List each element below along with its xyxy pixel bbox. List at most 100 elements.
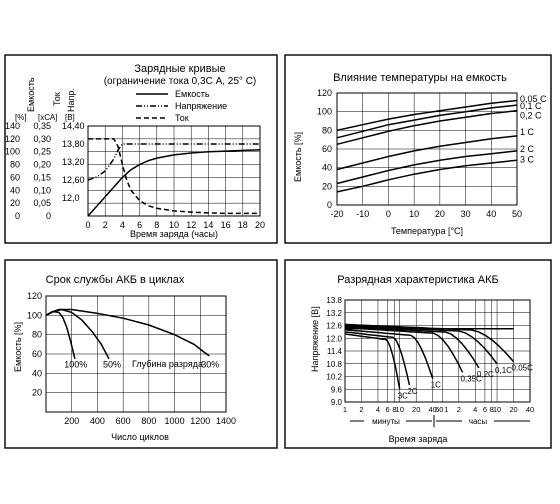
temperature-xtick-4: 20 <box>435 209 445 219</box>
discharge-title: Разрядная характеристика АКБ <box>337 274 498 286</box>
temperature-ytick-5: 20 <box>322 181 332 191</box>
discharge-ytick-7: 9.6 <box>331 385 343 394</box>
cycles-ytick-4: 40 <box>32 368 42 378</box>
charge-ytick-current-7: 0 <box>46 211 51 221</box>
charge-xtick-4: 8 <box>154 220 159 230</box>
discharge-ytick-0: 13.8 <box>326 296 342 305</box>
discharge-xtick-15: 20 <box>509 405 517 414</box>
charge-unit-current: [хСА] <box>38 113 57 122</box>
legend-label-capacity: Емкость <box>175 89 210 99</box>
legend-label-current: Ток <box>175 113 189 123</box>
temperature-series-2 <box>336 109 518 146</box>
discharge-series-label-3: 0,35С <box>460 374 482 383</box>
cycles-xtick-0: 200 <box>64 416 79 426</box>
temperature-series-5 <box>336 159 518 193</box>
cycles-annotation: Глубина разряда <box>132 359 203 369</box>
temperature-xtick-3: 10 <box>409 209 419 219</box>
temperature-ytick-1: 100 <box>317 107 332 117</box>
temperature-xlabel: Температура [°С] <box>391 226 463 236</box>
discharge-xtick-13: 8 <box>490 405 494 414</box>
charge-ylabel-current: Ток <box>52 92 62 106</box>
charge-ytick-capacity-0: 140 <box>5 121 20 131</box>
discharge-series-label-0: 3С <box>398 391 408 400</box>
charge-xtick-2: 4 <box>120 220 125 230</box>
temperature-xtick-5: 30 <box>461 209 471 219</box>
charge-ytick-current-3: 0,20 <box>33 160 51 170</box>
temperature-series-label-2: 0,2 С <box>520 111 542 121</box>
charge-unit-voltage: [В] <box>65 113 75 122</box>
temperature-ytick-6: 0 <box>327 200 332 210</box>
charge-xlabel: Время заряда (часы) <box>130 229 218 239</box>
charge-xtick-5: 10 <box>169 220 179 230</box>
cycles-series-2 <box>45 308 210 357</box>
discharge-series-label-4: 0,2С <box>477 370 494 379</box>
discharge-series-4 <box>344 325 480 369</box>
charge-ytick-capacity-1: 120 <box>5 134 20 144</box>
temperature-series-0 <box>336 99 518 132</box>
discharge-series-3 <box>344 326 464 373</box>
charge-series-2 <box>88 138 260 215</box>
charge-ylabel-capacity: Емкость <box>26 77 36 112</box>
cycles-xtick-4: 1000 <box>165 416 185 426</box>
cycles-xtick-5: 1200 <box>190 416 210 426</box>
discharge-xtick-6: 20 <box>412 405 420 414</box>
temperature-xtick-1: -10 <box>356 209 369 219</box>
discharge-xtick-7: 40 <box>429 405 437 414</box>
cycles-xtick-3: 800 <box>141 416 156 426</box>
temperature-xtick-2: 0 <box>386 209 391 219</box>
discharge-xtick-16: 40 <box>526 405 534 414</box>
discharge-series-2 <box>344 329 434 379</box>
legend-label-voltage: Напряжение <box>175 101 227 111</box>
charge-ytick-current-0: 0,35 <box>33 121 51 131</box>
cycles-ytick-0: 120 <box>27 291 42 301</box>
cycles-ytick-2: 80 <box>32 330 42 340</box>
temperature-series-label-1: 0,1 С <box>520 101 542 111</box>
cycles-title: Срок службы АКБ в циклах <box>46 274 185 286</box>
discharge-xlabel: Время заряда <box>389 434 448 444</box>
discharge-ytick-3: 12.0 <box>326 334 342 343</box>
temperature-xtick-6: 40 <box>486 209 496 219</box>
discharge-xtick-14: 10 <box>493 405 501 414</box>
cycles-xtick-1: 400 <box>90 416 105 426</box>
charge-xtick-0: 0 <box>85 220 90 230</box>
charge-subtitle: (ограничение тока 0,3С А, 25° С) <box>104 76 257 87</box>
discharge-series-label-1: 2С <box>407 387 417 396</box>
temperature-title: Влияние температуры на емкость <box>333 72 507 84</box>
discharge-series-0 <box>344 333 401 390</box>
charge-xtick-7: 14 <box>203 220 213 230</box>
temperature-series-4 <box>336 150 518 185</box>
discharge-series-5 <box>344 324 498 365</box>
temperature-ylabel: Емкость [%] <box>293 132 303 182</box>
temperature-xtick-7: 50 <box>512 209 522 219</box>
cycles-series-label-0: 100% <box>64 360 87 370</box>
discharge-segment-minutes: минуты <box>372 417 400 426</box>
charge-xtick-10: 20 <box>255 220 265 230</box>
temperature-series-label-3: 1 С <box>520 127 535 137</box>
temperature-ytick-2: 80 <box>322 125 332 135</box>
cycles-xtick-2: 600 <box>116 416 131 426</box>
discharge-xtick-2: 4 <box>376 405 380 414</box>
dynamic-marks: 0 2 4 6 8 10 12 14 16 18 201401201008060402000,350… <box>5 88 547 426</box>
cycles-series-label-1: 50% <box>103 360 121 370</box>
charge-ytick-voltage-3: 12,60 <box>62 175 85 185</box>
charge-xtick-3: 6 <box>137 220 142 230</box>
charge-ytick-capacity-3: 80 <box>10 160 20 170</box>
discharge-ytick-4: 11.4 <box>327 347 343 356</box>
temperature-series-1 <box>336 104 518 139</box>
charge-ytick-current-6: 0,05 <box>33 198 51 208</box>
discharge-ytick-1: 13.2 <box>326 309 342 318</box>
discharge-xtick-3: 6 <box>386 405 390 414</box>
cycles-ytick-3: 60 <box>32 349 42 359</box>
temperature-ytick-0: 120 <box>317 88 332 98</box>
temperature-series-label-0: 0,05 С <box>520 94 547 104</box>
temperature-series-label-5: 3 С <box>520 154 535 164</box>
charge-title: Зарядные кривые <box>134 63 225 75</box>
charge-ytick-voltage-2: 13,20 <box>62 157 85 167</box>
temperature-ytick-3: 60 <box>322 144 332 154</box>
charge-ytick-capacity-4: 60 <box>10 172 20 182</box>
charge-xtick-6: 12 <box>186 220 196 230</box>
discharge-xtick-9: 1 <box>444 405 448 414</box>
panel-discharge <box>284 259 552 449</box>
discharge-xtick-0: 1 <box>343 405 347 414</box>
